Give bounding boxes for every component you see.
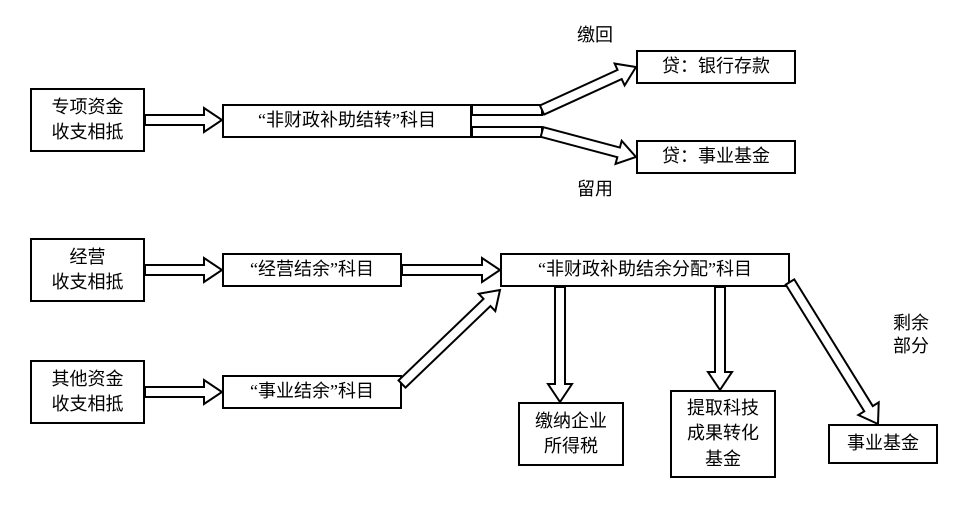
node-other-fund-offset: 其他资金 收支相抵 [30,360,145,424]
label-return: 缴回 [570,24,620,47]
node-business-fund: 事业基金 [828,424,938,464]
node-tech-transfer-fund: 提取科技 成果转化 基金 [670,390,776,478]
label-retain: 留用 [570,178,620,201]
node-special-fund: 专项资金 收支相抵 [30,88,145,152]
node-operating-offset: 经营 收支相抵 [30,238,145,302]
node-credit-bank-deposit: 贷：银行存款 [636,50,796,84]
node-non-fiscal-subsidy-carryover: “非财政补助结转”科目 [222,104,472,138]
node-non-fiscal-surplus-distribution: “非财政补助结余分配”科目 [500,253,790,287]
node-credit-business-fund: 贷：事业基金 [636,140,796,174]
node-business-surplus: “事业结余”科目 [222,375,402,409]
node-operating-surplus: “经营结余”科目 [222,253,402,287]
node-pay-enterprise-tax: 缴纳企业 所得税 [518,402,624,466]
label-remainder: 剩余 部分 [888,312,934,359]
